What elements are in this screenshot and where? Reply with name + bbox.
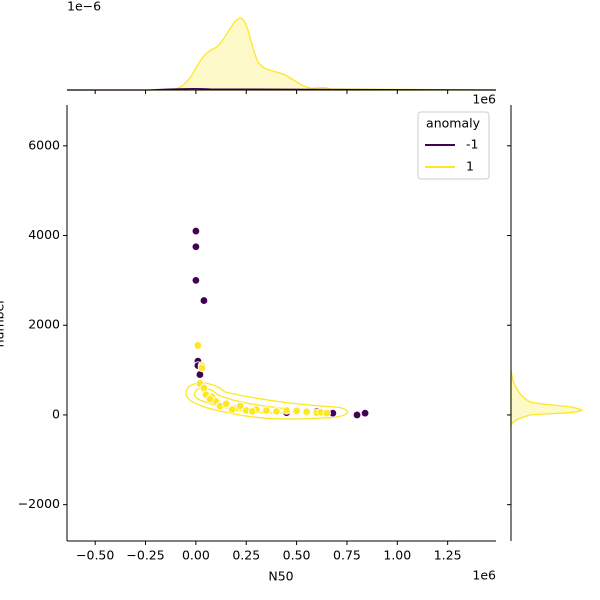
point — [236, 401, 245, 411]
point — [322, 408, 332, 418]
point — [292, 406, 301, 416]
point — [248, 407, 257, 416]
point — [302, 407, 311, 417]
point — [191, 242, 201, 251]
x-tick-label: 1.00 — [383, 548, 411, 563]
point — [199, 296, 209, 305]
point — [352, 410, 362, 420]
y-tick-label: 6000 — [28, 137, 60, 152]
top-kde — [67, 17, 497, 91]
top-kde-anomaly — [67, 87, 497, 91]
top-offset: 1e−6 — [67, 0, 101, 14]
x-tick-label: 1.25 — [434, 548, 462, 563]
x-tick-label: −0.50 — [76, 548, 114, 563]
legend-title: anomaly — [426, 116, 481, 131]
point — [197, 363, 207, 373]
x-tick-label: 0.00 — [182, 548, 210, 563]
x-tick-label: −0.25 — [126, 548, 164, 563]
point — [191, 276, 201, 285]
right-kde — [510, 369, 584, 428]
y-label: number — [0, 298, 7, 348]
y-offset: 1e6 — [472, 92, 496, 107]
point — [227, 405, 237, 414]
legend-label: 1 — [466, 159, 474, 174]
x-offset: 1e6 — [472, 568, 496, 583]
y-tick-label: 0 — [52, 406, 60, 421]
point — [191, 226, 201, 236]
point — [221, 399, 231, 408]
x-tick-label: 0.75 — [333, 548, 361, 563]
x-label: N50 — [268, 569, 293, 584]
point — [262, 406, 271, 415]
y-tick-label: −2000 — [18, 496, 60, 511]
x-tick-label: 0.50 — [283, 548, 311, 563]
point — [282, 406, 291, 415]
point — [360, 408, 370, 418]
point — [272, 407, 281, 416]
legend-label: -1 — [466, 137, 478, 152]
point — [193, 341, 203, 350]
point — [205, 395, 215, 404]
y-tick-label: 2000 — [28, 317, 60, 332]
x-tick-label: 0.25 — [232, 548, 260, 563]
y-tick-label: 4000 — [28, 227, 60, 242]
